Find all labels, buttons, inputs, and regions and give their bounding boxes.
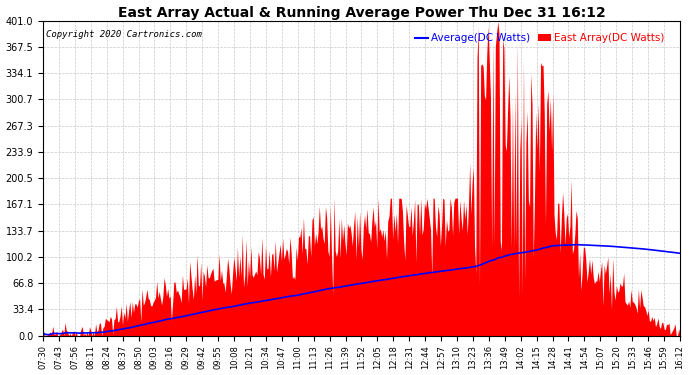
Title: East Array Actual & Running Average Power Thu Dec 31 16:12: East Array Actual & Running Average Powe… [117, 6, 605, 20]
Legend: Average(DC Watts), East Array(DC Watts): Average(DC Watts), East Array(DC Watts) [411, 29, 669, 47]
Text: Copyright 2020 Cartronics.com: Copyright 2020 Cartronics.com [46, 30, 202, 39]
